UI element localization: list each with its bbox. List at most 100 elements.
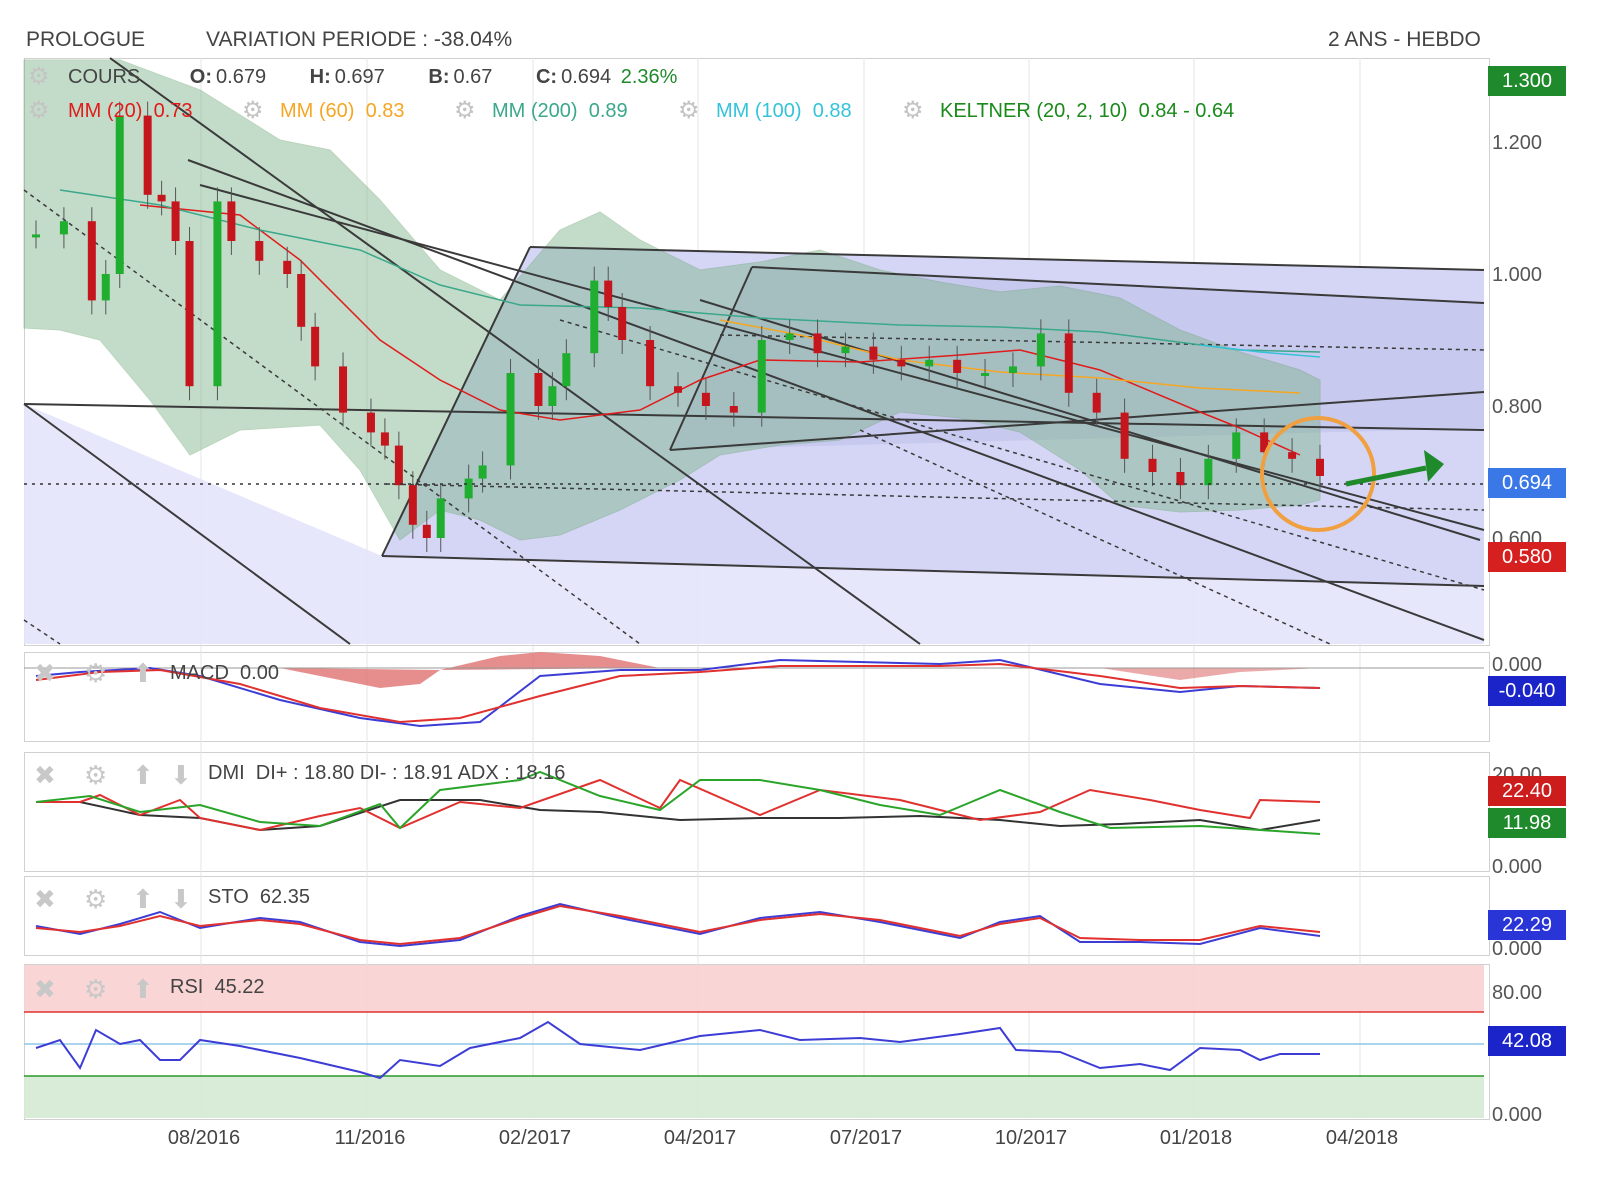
x-tick-label: 07/2017 xyxy=(829,1127,903,1149)
rsi-up-icon[interactable]: ⬆ xyxy=(132,974,154,1004)
dmi-minus-line xyxy=(36,778,1321,832)
low-value: 0.67 xyxy=(453,66,493,88)
x-tick-label: 04/2018 xyxy=(1325,1127,1399,1149)
dmi-plus-line xyxy=(35,770,1321,835)
candle xyxy=(213,201,222,387)
period-selector[interactable]: 2 ANS - HEBDO xyxy=(1328,28,1481,51)
candle xyxy=(813,333,822,354)
trend-line xyxy=(199,184,1485,531)
highlight-circle xyxy=(1260,416,1376,532)
candle xyxy=(729,406,738,413)
candle xyxy=(464,478,473,499)
candle xyxy=(897,359,906,367)
candle xyxy=(701,392,710,406)
candle xyxy=(674,386,682,393)
candle xyxy=(255,241,264,261)
rsi-close-icon[interactable]: ✖ xyxy=(34,974,56,1004)
macd-up-icon[interactable]: ⬆ xyxy=(132,658,154,688)
price-badge-current: 0.694 xyxy=(1488,468,1566,498)
rsi-line xyxy=(35,1020,1320,1080)
macd-histogram xyxy=(280,668,440,688)
candle xyxy=(115,115,124,274)
dashed-line xyxy=(559,319,1485,591)
trend-line xyxy=(381,246,531,557)
candle xyxy=(757,340,766,413)
sto-up-icon[interactable]: ⬆ xyxy=(132,884,154,914)
keltner-legend[interactable]: KELTNER (20, 2, 10) 0.84 - 0.64 xyxy=(940,100,1235,122)
trend-arrow-head xyxy=(1424,450,1444,482)
sto-panel xyxy=(24,876,1490,956)
low-key: B: xyxy=(428,66,450,88)
cours-settings-icon[interactable]: ⚙ xyxy=(28,63,50,90)
dmi-adx-line xyxy=(36,799,1321,832)
dmi-title: DMI DI+ : 18.80 DI- : 18.91 ADX : 18.16 xyxy=(208,762,566,784)
high-key: H: xyxy=(309,66,331,88)
sto-badge: 22.29 xyxy=(1488,910,1566,940)
candle xyxy=(422,524,431,538)
price-tick: 1.000 xyxy=(1492,264,1543,286)
candle xyxy=(380,432,389,446)
rsi-settings-icon[interactable]: ⚙ xyxy=(84,974,108,1004)
candle xyxy=(534,373,543,406)
mm200-legend[interactable]: MM (200) 0.89 xyxy=(492,100,628,122)
mm100-settings-icon[interactable]: ⚙ xyxy=(678,97,700,124)
candle xyxy=(87,221,96,301)
macd-tick: 0.000 xyxy=(1492,654,1543,676)
candle xyxy=(1260,432,1269,453)
keltner-settings-icon[interactable]: ⚙ xyxy=(902,97,924,124)
macd-title: MACD 0.00 xyxy=(170,662,279,684)
rsi-title: RSI 45.22 xyxy=(170,976,265,998)
candle xyxy=(953,359,962,373)
macd-settings-icon[interactable]: ⚙ xyxy=(84,658,108,688)
x-tick-label: 08/2016 xyxy=(167,1127,241,1149)
sto-settings-icon[interactable]: ⚙ xyxy=(84,884,108,914)
mm20-settings-icon[interactable]: ⚙ xyxy=(28,97,50,124)
channel-fill xyxy=(670,267,1484,450)
candle xyxy=(436,498,445,538)
dmi-close-icon[interactable]: ✖ xyxy=(34,760,56,790)
rsi-overbought-zone xyxy=(24,965,1484,1012)
candle xyxy=(478,465,487,479)
mm20-legend[interactable]: MM (20) 0.73 xyxy=(68,100,193,122)
candle xyxy=(59,221,68,235)
trend-line xyxy=(699,299,1481,541)
dmi-panel xyxy=(24,752,1490,872)
x-tick-label: 02/2017 xyxy=(498,1127,572,1149)
sto-k-line xyxy=(35,902,1321,948)
sto-tick: 0.000 xyxy=(1492,938,1543,960)
candle xyxy=(646,340,655,387)
price-badge-top: 1.300 xyxy=(1488,66,1566,96)
mm60-legend[interactable]: MM (60) 0.83 xyxy=(280,100,405,122)
x-tick-label: 10/2017 xyxy=(994,1127,1068,1149)
dmi-settings-icon[interactable]: ⚙ xyxy=(84,760,108,790)
candle xyxy=(1092,392,1101,413)
dmi-up-icon[interactable]: ⬆ xyxy=(132,760,154,790)
trend-arrow xyxy=(1345,465,1427,487)
macd-close-icon[interactable]: ✖ xyxy=(34,658,56,688)
mm60-settings-icon[interactable]: ⚙ xyxy=(242,97,264,124)
price-tick: 0.800 xyxy=(1492,396,1543,418)
trend-line xyxy=(751,266,1485,304)
sto-down-icon[interactable]: ⬇ xyxy=(170,884,192,914)
trend-line xyxy=(23,403,1485,431)
sto-close-icon[interactable]: ✖ xyxy=(34,884,56,914)
dmi-badge-red: 22.40 xyxy=(1488,776,1566,806)
change-value: 2.36% xyxy=(620,66,678,88)
dmi-down-icon[interactable]: ⬇ xyxy=(170,760,192,790)
rsi-oversold-zone xyxy=(24,1076,1484,1118)
channel-fill xyxy=(382,247,1484,586)
mm100-line xyxy=(1199,344,1321,358)
mm200-settings-icon[interactable]: ⚙ xyxy=(454,97,476,124)
cours-label: COURS xyxy=(68,66,141,88)
mm100-legend[interactable]: MM (100) 0.88 xyxy=(716,100,852,122)
dmi-badge-green: 11.98 xyxy=(1488,808,1566,838)
open-key: O: xyxy=(189,66,213,88)
high-value: 0.697 xyxy=(334,66,385,88)
candle xyxy=(1008,366,1017,373)
dashed-line xyxy=(385,483,1485,511)
mm20-line xyxy=(139,204,1301,456)
candle xyxy=(101,274,110,301)
candle xyxy=(143,115,152,195)
close-value: 0.694 xyxy=(561,66,612,88)
candle xyxy=(157,194,166,202)
